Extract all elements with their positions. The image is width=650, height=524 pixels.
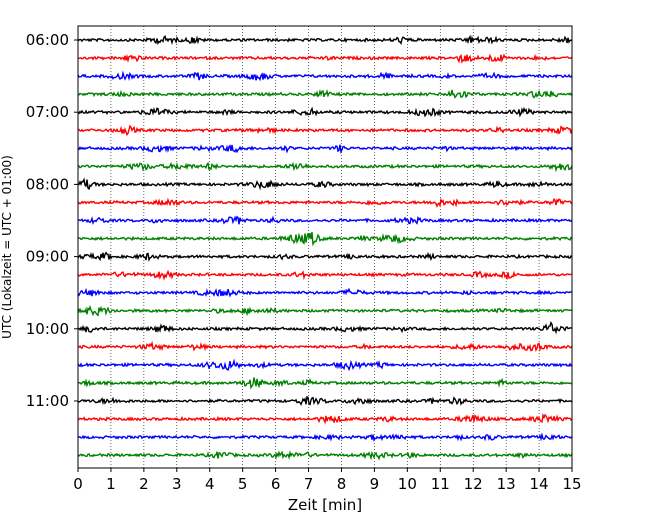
- trace-12: [77, 231, 573, 247]
- x-tick-label: 9: [370, 475, 380, 493]
- x-tick-label: 11: [431, 475, 450, 493]
- x-tick-label: 4: [205, 475, 215, 493]
- trace-5: [77, 106, 573, 118]
- x-tick-label: 2: [139, 475, 149, 493]
- trace-17: [77, 320, 573, 335]
- trace-2: [77, 53, 573, 64]
- x-tick-label: 10: [398, 475, 417, 493]
- trace-19: [77, 358, 573, 372]
- y-tick-label: 10:00: [26, 320, 69, 338]
- x-tick-label: 13: [497, 475, 516, 493]
- y-tick-label: 07:00: [26, 103, 69, 121]
- x-tick-label: 8: [337, 475, 347, 493]
- trace-13: [77, 251, 573, 262]
- x-axis-label: Zeit [min]: [288, 496, 362, 514]
- trace-9: [77, 177, 573, 191]
- x-tick-label: 5: [238, 475, 248, 493]
- trace-15: [77, 287, 573, 298]
- plot-frame: [77, 25, 573, 469]
- trace-22: [77, 412, 573, 425]
- trace-6: [77, 124, 573, 137]
- trace-4: [77, 89, 573, 99]
- x-tick-label: 14: [530, 475, 549, 493]
- x-axis-ticks: 0 1 2 3 4 5 6 7 8 9 10 11 12 13 14 15: [73, 468, 582, 493]
- trace-18: [77, 340, 573, 353]
- trace-23: [77, 432, 573, 442]
- x-tick-label: 1: [106, 475, 116, 493]
- y-tick-label: 08:00: [26, 175, 69, 193]
- y-tick-label: 11:00: [26, 392, 69, 410]
- x-tick-label: 12: [464, 475, 483, 493]
- y-tick-label: 06:00: [26, 31, 69, 49]
- trace-10: [77, 197, 573, 208]
- x-tick-label: 15: [562, 475, 581, 493]
- y-axis-ticks: 06:00 07:00 08:00 09:00 10:00 11:00: [26, 31, 78, 410]
- y-axis-label: UTC (Lokalzeit = UTC + 01:00): [0, 155, 14, 339]
- trace-20: [77, 377, 573, 390]
- trace-7: [77, 144, 573, 155]
- x-tick-label: 6: [271, 475, 281, 493]
- x-tick-label: 3: [172, 475, 182, 493]
- traces: [77, 34, 573, 461]
- trace-1: [77, 34, 573, 46]
- trace-16: [77, 305, 573, 317]
- x-tick-label: 7: [304, 475, 314, 493]
- trace-21: [77, 395, 573, 407]
- trace-3: [77, 70, 573, 82]
- x-tick-label: 0: [73, 475, 83, 493]
- trace-8: [77, 161, 573, 173]
- trace-24: [77, 450, 573, 461]
- trace-11: [77, 215, 573, 225]
- y-tick-label: 09:00: [26, 248, 69, 266]
- trace-14: [77, 269, 573, 281]
